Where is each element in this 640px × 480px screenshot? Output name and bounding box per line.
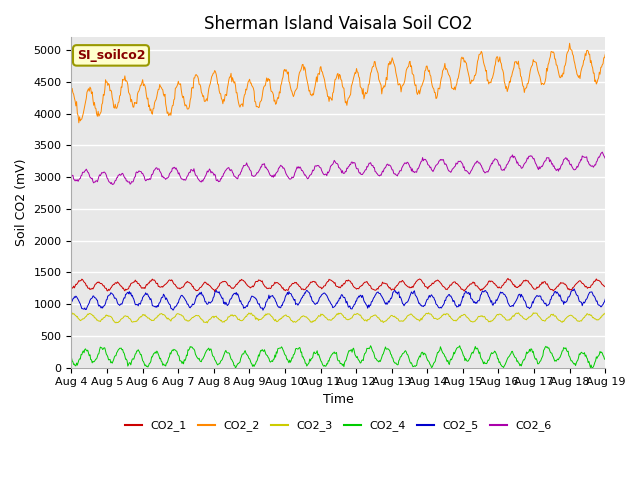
Text: SI_soilco2: SI_soilco2: [77, 49, 145, 62]
Title: Sherman Island Vaisala Soil CO2: Sherman Island Vaisala Soil CO2: [204, 15, 472, 33]
Legend: CO2_1, CO2_2, CO2_3, CO2_4, CO2_5, CO2_6: CO2_1, CO2_2, CO2_3, CO2_4, CO2_5, CO2_6: [120, 416, 556, 436]
X-axis label: Time: Time: [323, 393, 354, 406]
Y-axis label: Soil CO2 (mV): Soil CO2 (mV): [15, 159, 28, 246]
